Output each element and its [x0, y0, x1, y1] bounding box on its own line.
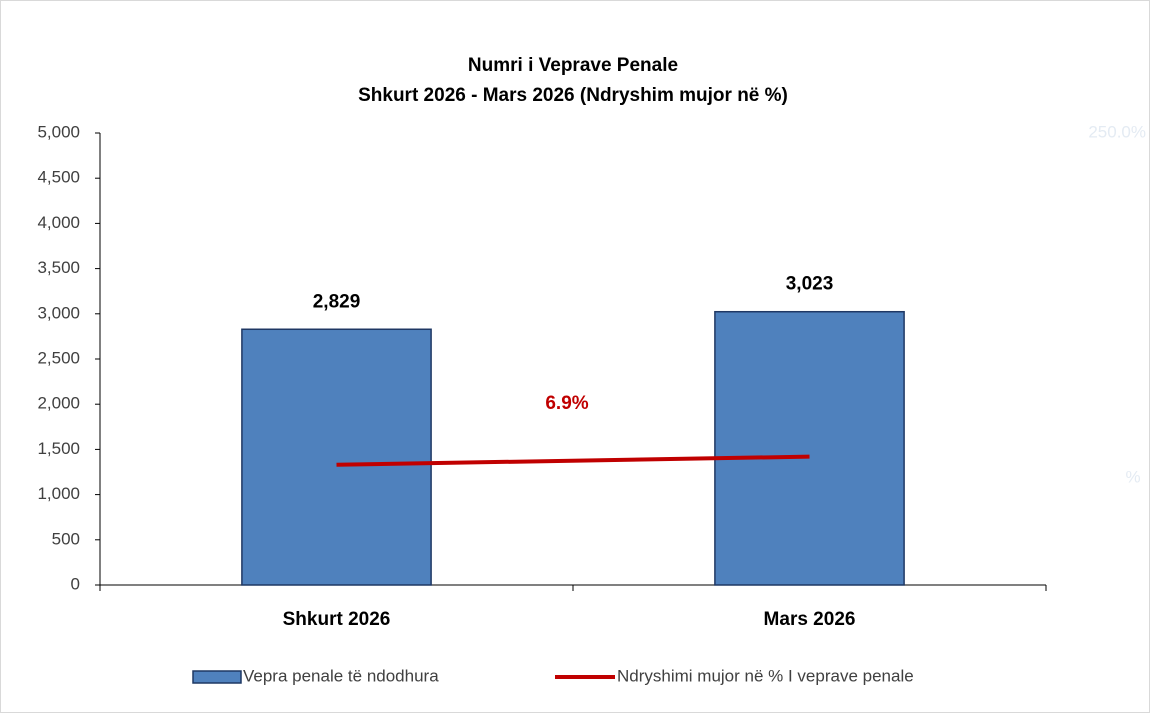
data-label: 3,023 — [786, 274, 834, 295]
chart-subtitle: Shkurt 2026 - Mars 2026 (Ndryshim mujor … — [358, 85, 788, 106]
data-label: 2,829 — [313, 291, 361, 312]
y-tick-label: 1,000 — [37, 484, 80, 503]
y-tick-label: 3,000 — [37, 303, 80, 322]
y-tick-label: 0 — [71, 574, 80, 593]
x-tick-label: Mars 2026 — [764, 609, 856, 630]
y-tick-label: 3,500 — [37, 258, 80, 277]
y-tick-label: 4,500 — [37, 168, 80, 187]
legend-label: Vepra penale të ndodhura — [243, 666, 439, 685]
y-tick-label: 2,000 — [37, 394, 80, 413]
bar — [241, 328, 432, 586]
legend-label: Ndryshimi mujor në % I veprave penale — [617, 666, 914, 685]
x-tick-label: Shkurt 2026 — [283, 609, 391, 630]
chart-title: Numri i Veprave Penale — [468, 55, 678, 76]
y-tick-label: 2,500 — [37, 348, 80, 367]
y-tick-label: 5,000 — [37, 122, 80, 141]
y-tick-label: 1,500 — [37, 439, 80, 458]
y-tick-label: 500 — [52, 529, 80, 548]
line-series — [336, 454, 810, 467]
bar — [714, 310, 905, 586]
legend-swatch — [192, 670, 242, 684]
y2-axis-label: % — [1125, 467, 1140, 486]
y2-tick-label: 250.0% — [1088, 122, 1146, 141]
y-tick-label: 4,000 — [37, 213, 80, 232]
annotation: 6.9% — [545, 393, 588, 414]
